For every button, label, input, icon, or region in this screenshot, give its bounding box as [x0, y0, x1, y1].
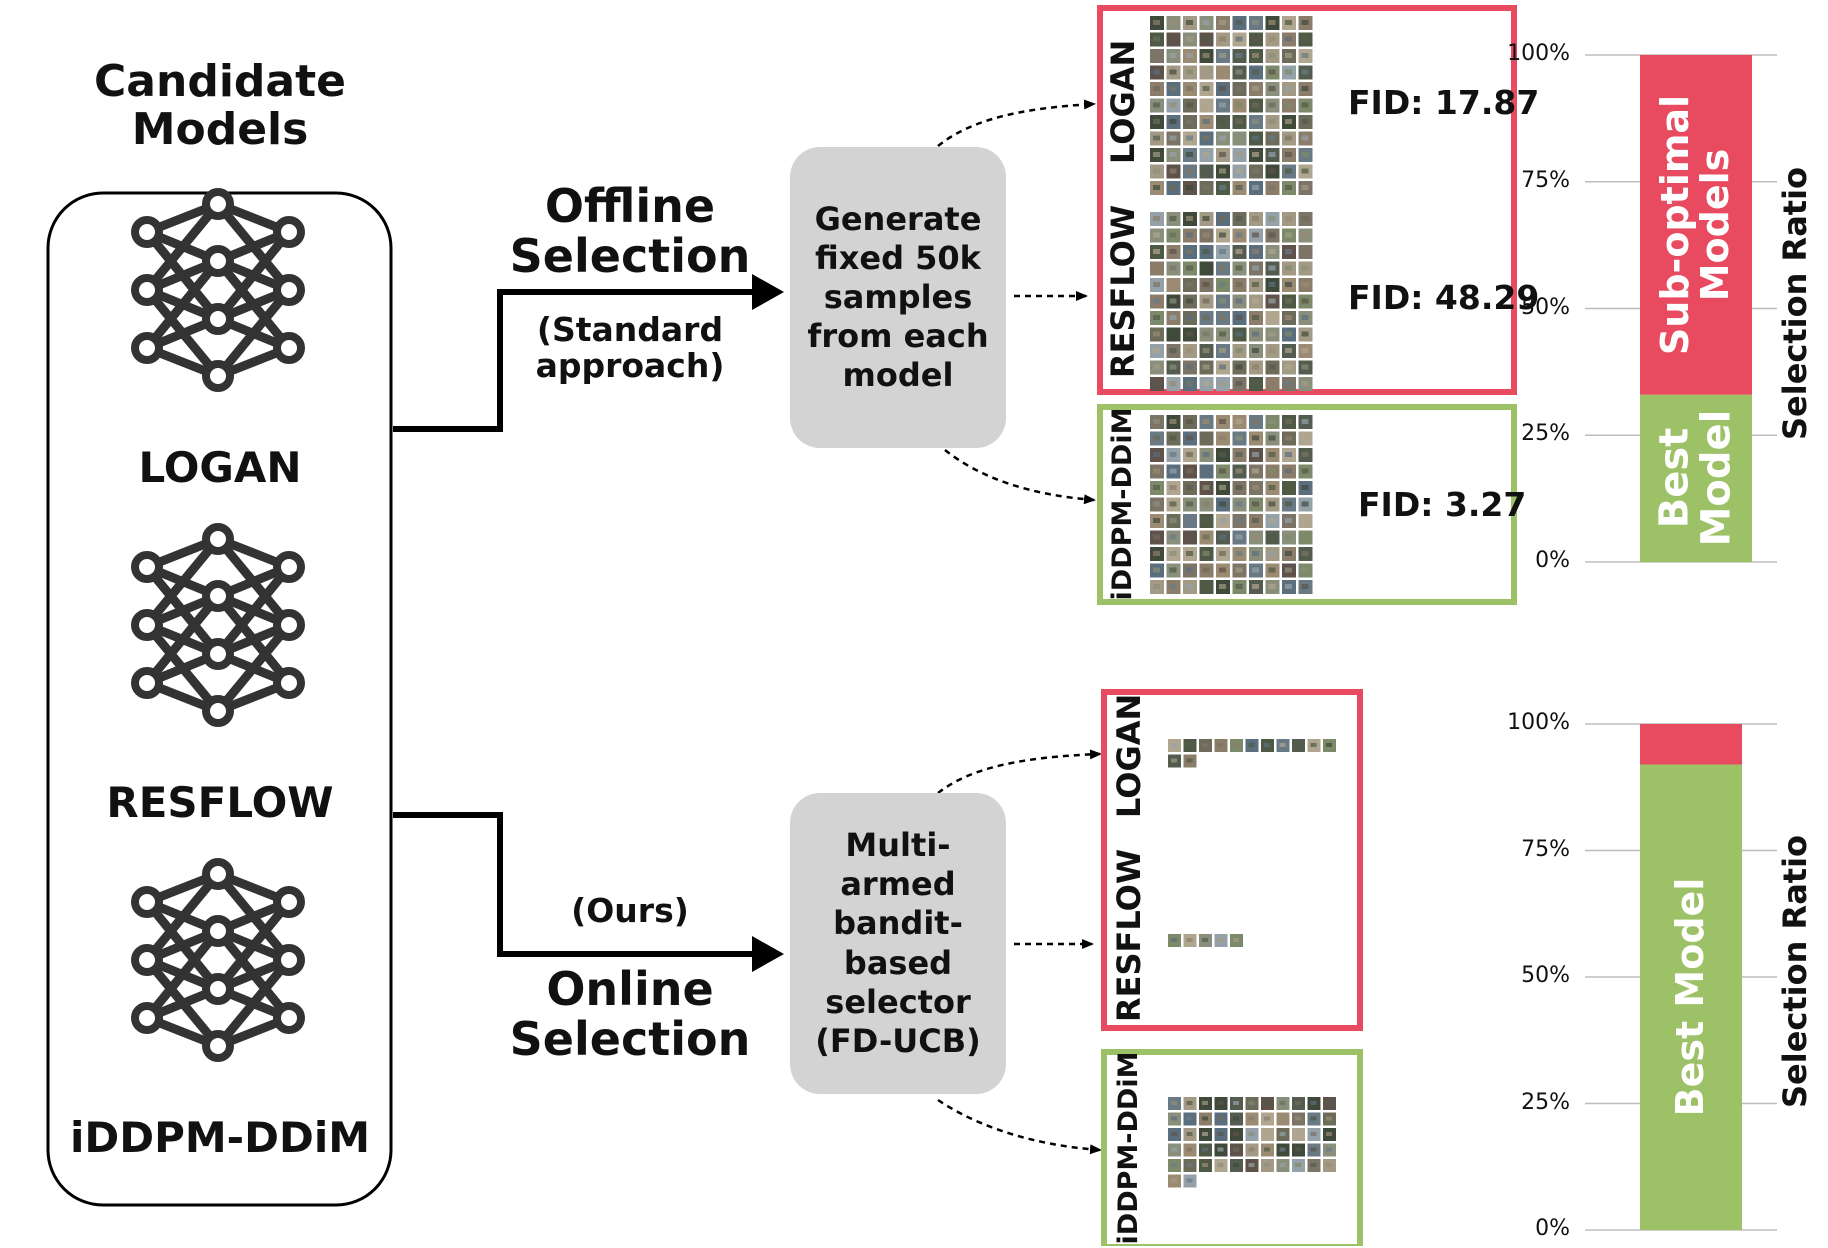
model-label-logan: LOGAN: [138, 443, 302, 492]
dashed-arrow-offline-iddpm: [944, 449, 1096, 505]
offline-logan-samples: [1150, 16, 1313, 195]
chart-tick-label: 0%: [1535, 548, 1570, 573]
online-connector: [393, 812, 752, 957]
neural-network-icon: [131, 858, 305, 1062]
neural-network-icon: [131, 523, 305, 727]
online-best-frame: [1101, 1049, 1363, 1246]
sample-image-grids: [1150, 16, 1336, 1188]
offline-panel-label-resflow: RESFLOW: [1104, 204, 1142, 378]
model-label-resflow: RESFLOW: [106, 778, 334, 827]
online-logan-samples: [1168, 739, 1336, 768]
model-label-iddpm-ddim: iDDPM-DDiM: [69, 1113, 371, 1162]
chart-tick-label: 50%: [1521, 963, 1570, 988]
dashed-arrow-online-iddpm: [937, 1098, 1102, 1155]
dashed-arrow-online-logan: [937, 749, 1102, 794]
chart-tick-label: 75%: [1521, 836, 1570, 862]
bar-label-suboptimal: Sub-optimal Models: [1653, 94, 1737, 355]
bar-segment-suboptimal: [1640, 724, 1742, 765]
online-panel-label-iddpm: iDDPM-DDiM: [1113, 1051, 1144, 1245]
offline-iddpm-samples: [1150, 415, 1313, 594]
offline-process-box: Generate fixed 50k samples from each mod…: [790, 147, 1006, 448]
online-selection-title: Online Selection: [509, 962, 751, 1066]
offline-arrowhead: [752, 274, 784, 310]
offline-connector: [393, 289, 752, 432]
online-iddpm-samples: [1168, 1097, 1336, 1188]
online-suboptimal-frame: [1101, 689, 1363, 1031]
offline-fid-logan: FID: 17.87: [1348, 83, 1540, 122]
offline-resflow-samples: [1150, 212, 1313, 391]
dashed-arrow-offline-logan: [937, 99, 1096, 147]
online-panel-label-resflow: RESFLOW: [1110, 848, 1148, 1022]
chart-tick-label: 25%: [1521, 1089, 1570, 1115]
bar-segment-best: [1640, 394, 1752, 562]
bar-label-best: Best Model: [1668, 877, 1713, 1117]
offline-fid-iddpm: FID: 3.27: [1358, 485, 1527, 524]
offline-panel-label-iddpm: iDDPM-DDiM: [1107, 407, 1138, 601]
offline-fid-resflow: FID: 48.29: [1348, 278, 1540, 317]
selection-ratio-charts: [1585, 54, 1777, 1231]
chart-tick-label: 100%: [1507, 710, 1570, 735]
bar-label-best: Best Model: [1651, 409, 1740, 547]
chart-tick-label: 100%: [1507, 41, 1570, 66]
selection-ratio-chart: [1585, 723, 1777, 1231]
offline-selection-title: Offline Selection: [509, 179, 751, 283]
selection-ratio-chart: [1585, 54, 1777, 563]
offline-suboptimal-frame: [1097, 5, 1517, 395]
chart-tick-label: 0%: [1535, 1216, 1570, 1241]
bar-segment-suboptimal: [1640, 55, 1752, 395]
neural-network-icon: [131, 188, 305, 392]
offline-subtitle: (Standard approach): [535, 310, 725, 385]
offline-panel-label-logan: LOGAN: [1104, 39, 1142, 164]
chart-tick-label: 75%: [1521, 167, 1570, 193]
chart-axis-title: Selection Ratio: [1776, 166, 1814, 440]
online-panel-label-logan: LOGAN: [1110, 693, 1148, 818]
neural-network-icons: [131, 188, 305, 1062]
chart-tick-label: 25%: [1521, 421, 1570, 447]
candidate-models-title: Candidate Models: [94, 56, 346, 155]
chart-axis-title: Selection Ratio: [1776, 834, 1814, 1108]
online-process-box: Multi-armed bandit- based selector (FD-U…: [790, 793, 1006, 1094]
bar-segment-best: [1640, 764, 1742, 1230]
offline-best-frame: [1097, 404, 1517, 605]
chart-tick-label: 50%: [1521, 294, 1570, 320]
online-subtitle: (Ours): [571, 891, 689, 930]
online-arrowhead: [752, 936, 784, 972]
online-resflow-samples: [1168, 934, 1243, 947]
